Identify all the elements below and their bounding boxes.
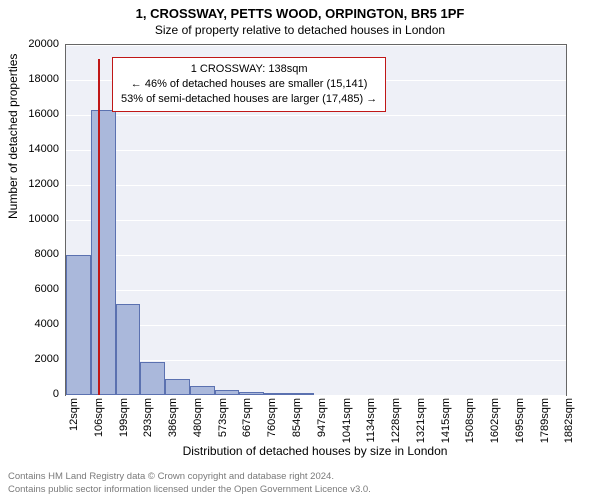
chart-title: 1, CROSSWAY, PETTS WOOD, ORPINGTON, BR5 … xyxy=(0,0,600,21)
y-tick-label: 14000 xyxy=(28,143,59,155)
x-tick-label: 854sqm xyxy=(291,398,303,437)
histogram-bar xyxy=(165,379,190,395)
histogram-bar xyxy=(66,255,91,395)
x-tick-label: 947sqm xyxy=(316,398,328,437)
histogram-bar xyxy=(140,362,165,395)
chart-subtitle: Size of property relative to detached ho… xyxy=(0,21,600,37)
x-tick-label: 293sqm xyxy=(142,398,154,437)
y-tick-label: 18000 xyxy=(28,73,59,85)
annotation-line: 53% of semi-detached houses are larger (… xyxy=(121,92,377,107)
x-tick-label: 480sqm xyxy=(192,398,204,437)
x-tick-label: 12sqm xyxy=(68,398,80,431)
x-tick-label: 1789sqm xyxy=(539,398,551,443)
y-tick-label: 0 xyxy=(53,388,59,400)
gridline xyxy=(66,185,566,186)
x-tick-label: 760sqm xyxy=(266,398,278,437)
gridline xyxy=(66,255,566,256)
x-tick-label: 199sqm xyxy=(118,398,130,437)
gridline xyxy=(66,220,566,221)
x-tick-label: 1321sqm xyxy=(415,398,427,443)
footer-line-2: Contains public sector information licen… xyxy=(8,484,371,496)
x-tick-label: 1508sqm xyxy=(464,398,476,443)
gridline xyxy=(66,150,566,151)
footer-attribution: Contains HM Land Registry data © Crown c… xyxy=(8,471,371,496)
x-tick-label: 573sqm xyxy=(217,398,229,437)
x-tick-label: 1041sqm xyxy=(341,398,353,443)
annotation-line: ← 46% of detached houses are smaller (15… xyxy=(121,77,377,92)
x-tick-label: 386sqm xyxy=(167,398,179,437)
x-tick-label: 106sqm xyxy=(93,398,105,437)
gridline xyxy=(66,290,566,291)
property-marker-line xyxy=(98,59,100,395)
y-tick-label: 4000 xyxy=(35,318,59,330)
x-tick-label: 1882sqm xyxy=(563,398,575,443)
x-tick-label: 1695sqm xyxy=(514,398,526,443)
y-tick-label: 10000 xyxy=(28,213,59,225)
gridline xyxy=(66,325,566,326)
histogram-bar xyxy=(91,110,116,395)
x-tick-label: 667sqm xyxy=(241,398,253,437)
y-tick-label: 2000 xyxy=(35,353,59,365)
gridline xyxy=(66,115,566,116)
gridline xyxy=(66,45,566,46)
y-tick-label: 16000 xyxy=(28,108,59,120)
y-tick-label: 12000 xyxy=(28,178,59,190)
plot-area: 1 CROSSWAY: 138sqm← 46% of detached hous… xyxy=(65,44,567,396)
y-tick-label: 20000 xyxy=(28,38,59,50)
y-tick-label: 8000 xyxy=(35,248,59,260)
x-axis-title: Distribution of detached houses by size … xyxy=(65,444,565,458)
y-axis: 0200040006000800010000120001400016000180… xyxy=(0,44,65,394)
x-tick-label: 1228sqm xyxy=(390,398,402,443)
annotation-line: 1 CROSSWAY: 138sqm xyxy=(121,62,377,77)
chart-container: 1, CROSSWAY, PETTS WOOD, ORPINGTON, BR5 … xyxy=(0,0,600,500)
x-tick-label: 1602sqm xyxy=(489,398,501,443)
footer-line-1: Contains HM Land Registry data © Crown c… xyxy=(8,471,371,483)
annotation-box: 1 CROSSWAY: 138sqm← 46% of detached hous… xyxy=(112,57,386,112)
x-tick-label: 1415sqm xyxy=(440,398,452,443)
histogram-bar xyxy=(116,304,141,395)
x-tick-label: 1134sqm xyxy=(365,398,377,442)
y-tick-label: 6000 xyxy=(35,283,59,295)
